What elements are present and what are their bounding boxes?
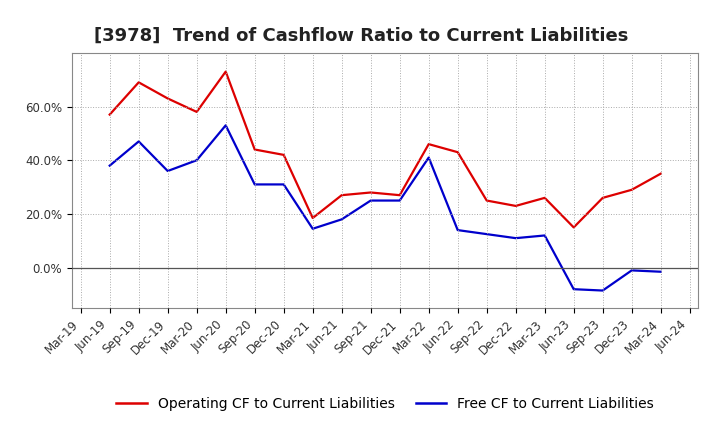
Legend: Operating CF to Current Liabilities, Free CF to Current Liabilities: Operating CF to Current Liabilities, Fre… [111, 392, 660, 417]
Operating CF to Current Liabilities [454, 150, 462, 155]
Free CF to Current Liabilities [221, 123, 230, 128]
Free CF to Current Liabilities [338, 217, 346, 222]
Operating CF to Current Liabilities [627, 187, 636, 192]
Line: Free CF to Current Liabilities: Free CF to Current Liabilities [109, 125, 661, 290]
Operating CF to Current Liabilities [482, 198, 491, 203]
Operating CF to Current Liabilities [279, 152, 288, 158]
Operating CF to Current Liabilities [366, 190, 375, 195]
Operating CF to Current Liabilities [511, 203, 520, 209]
Free CF to Current Liabilities [541, 233, 549, 238]
Operating CF to Current Liabilities [251, 147, 259, 152]
Operating CF to Current Liabilities [338, 193, 346, 198]
Free CF to Current Liabilities [366, 198, 375, 203]
Free CF to Current Liabilities [135, 139, 143, 144]
Free CF to Current Liabilities [105, 163, 114, 168]
Operating CF to Current Liabilities [541, 195, 549, 201]
Operating CF to Current Liabilities [135, 80, 143, 85]
Free CF to Current Liabilities [251, 182, 259, 187]
Free CF to Current Liabilities [454, 227, 462, 233]
Free CF to Current Liabilities [308, 226, 317, 231]
Free CF to Current Liabilities [598, 288, 607, 293]
Operating CF to Current Liabilities [570, 225, 578, 230]
Operating CF to Current Liabilities [105, 112, 114, 117]
Free CF to Current Liabilities [511, 235, 520, 241]
Line: Operating CF to Current Liabilities: Operating CF to Current Liabilities [109, 72, 661, 227]
Operating CF to Current Liabilities [192, 109, 201, 114]
Operating CF to Current Liabilities [308, 215, 317, 220]
Free CF to Current Liabilities [279, 182, 288, 187]
Free CF to Current Liabilities [482, 231, 491, 237]
Text: [3978]  Trend of Cashflow Ratio to Current Liabilities: [3978] Trend of Cashflow Ratio to Curren… [94, 26, 628, 44]
Operating CF to Current Liabilities [657, 171, 665, 176]
Operating CF to Current Liabilities [598, 195, 607, 201]
Free CF to Current Liabilities [163, 169, 172, 174]
Operating CF to Current Liabilities [163, 96, 172, 101]
Free CF to Current Liabilities [627, 268, 636, 273]
Free CF to Current Liabilities [570, 286, 578, 292]
Free CF to Current Liabilities [657, 269, 665, 275]
Free CF to Current Liabilities [395, 198, 404, 203]
Free CF to Current Liabilities [192, 158, 201, 163]
Operating CF to Current Liabilities [424, 142, 433, 147]
Operating CF to Current Liabilities [395, 193, 404, 198]
Free CF to Current Liabilities [424, 155, 433, 160]
Operating CF to Current Liabilities [221, 69, 230, 74]
